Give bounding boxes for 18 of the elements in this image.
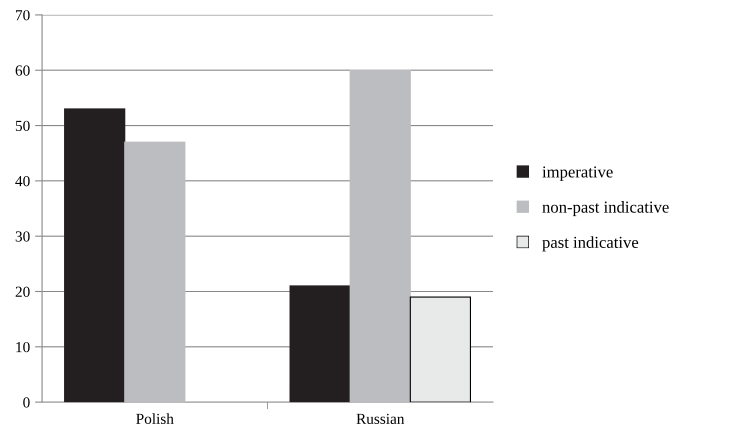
x-tick-label: Polish	[136, 413, 174, 424]
legend-label: imperative	[542, 166, 613, 181]
y-tick-label: 60	[16, 65, 30, 76]
bar	[124, 142, 186, 402]
y-tick-label: 40	[15, 176, 30, 186]
y-tick-label: 30	[16, 231, 30, 242]
y-tick-label: 20	[16, 286, 30, 297]
x-tick-label: Russian	[356, 414, 404, 424]
legend-label: non-past indicative	[542, 201, 669, 216]
y-tick-label: 10	[16, 342, 30, 352]
y-tick-label: 0	[23, 397, 30, 408]
legend-label: past indicative	[542, 236, 638, 252]
y-tick-label: 50	[16, 120, 30, 132]
bar	[410, 296, 471, 402]
bar	[64, 108, 126, 402]
bar	[290, 285, 351, 402]
y-tick-label: 70	[16, 10, 30, 20]
bar	[350, 70, 411, 402]
